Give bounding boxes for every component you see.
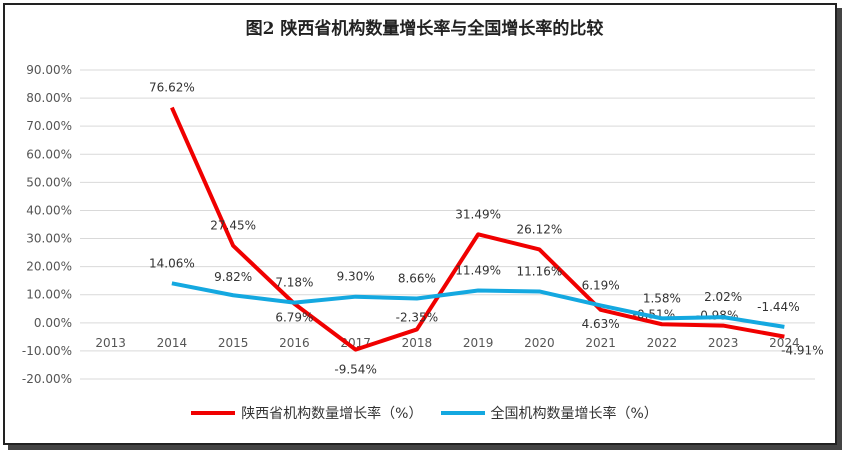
chart-title: 图2 陕西省机构数量增长率与全国增长率的比较: [245, 19, 604, 39]
data-label: 11.16%: [516, 264, 562, 278]
data-label: 9.30%: [337, 270, 375, 284]
legend-item-national: 全国机构数量增长率（%）: [440, 403, 658, 423]
legend-swatch: [191, 411, 236, 415]
x-tick-label: 2016: [279, 336, 310, 350]
series-line-shaanxi: [170, 106, 785, 352]
x-tick-label: 2014: [157, 336, 188, 350]
y-tick-label: -10.00%: [22, 344, 72, 358]
data-label: 9.82%: [214, 270, 252, 284]
legend-label: 陕西省机构数量增长率（%）: [241, 406, 423, 422]
x-tick-label: 2019: [463, 336, 494, 350]
data-label: 31.49%: [455, 207, 501, 221]
data-label: 1.58%: [643, 291, 681, 305]
y-tick-label: -20.00%: [22, 372, 72, 386]
y-tick-label: 90.00%: [26, 63, 72, 77]
x-tick-label: 2020: [524, 336, 555, 350]
y-tick-label: 60.00%: [26, 147, 72, 161]
y-tick-label: 40.00%: [26, 203, 72, 217]
data-label: 27.45%: [210, 219, 256, 233]
data-label: 26.12%: [516, 222, 562, 236]
data-label: -4.91%: [781, 344, 823, 358]
data-label: -2.35%: [396, 310, 438, 324]
y-tick-label: 80.00%: [26, 91, 72, 105]
x-tick-label: 2022: [647, 336, 678, 350]
data-label: 11.49%: [455, 264, 501, 278]
y-tick-label: 0.00%: [34, 316, 72, 330]
x-tick-label: 2015: [218, 336, 249, 350]
data-label: 6.19%: [582, 278, 620, 292]
data-label: 2.02%: [704, 290, 742, 304]
x-tick-label: 2013: [95, 336, 126, 350]
series-line-national: [171, 281, 785, 329]
data-label: -1.44%: [757, 300, 799, 314]
data-label: 76.62%: [149, 81, 195, 95]
y-tick-label: 30.00%: [26, 232, 72, 246]
legend-label: 全国机构数量增长率（%）: [490, 406, 658, 422]
data-label: 14.06%: [149, 256, 195, 270]
data-label: -9.54%: [334, 363, 376, 377]
data-label: 6.79%: [275, 311, 313, 325]
y-tick-label: 50.00%: [26, 175, 72, 189]
data-label: 8.66%: [398, 271, 436, 285]
data-label: 7.18%: [275, 276, 313, 290]
legend-item-shaanxi: 陕西省机构数量增长率（%）: [191, 403, 423, 423]
y-tick-label: 20.00%: [26, 260, 72, 274]
x-tick-label: 2018: [402, 336, 433, 350]
x-tick-label: 2023: [708, 336, 739, 350]
y-tick-label: 70.00%: [26, 119, 72, 133]
y-tick-label: 10.00%: [26, 288, 72, 302]
legend-swatch: [440, 411, 485, 415]
x-tick-label: 2024: [769, 336, 800, 350]
chart-frame: [3, 3, 837, 445]
legend: 陕西省机构数量增长率（%） 全国机构数量增长率（%）: [0, 403, 849, 423]
data-label: 4.63%: [582, 317, 620, 331]
x-tick-label: 2021: [585, 336, 616, 350]
